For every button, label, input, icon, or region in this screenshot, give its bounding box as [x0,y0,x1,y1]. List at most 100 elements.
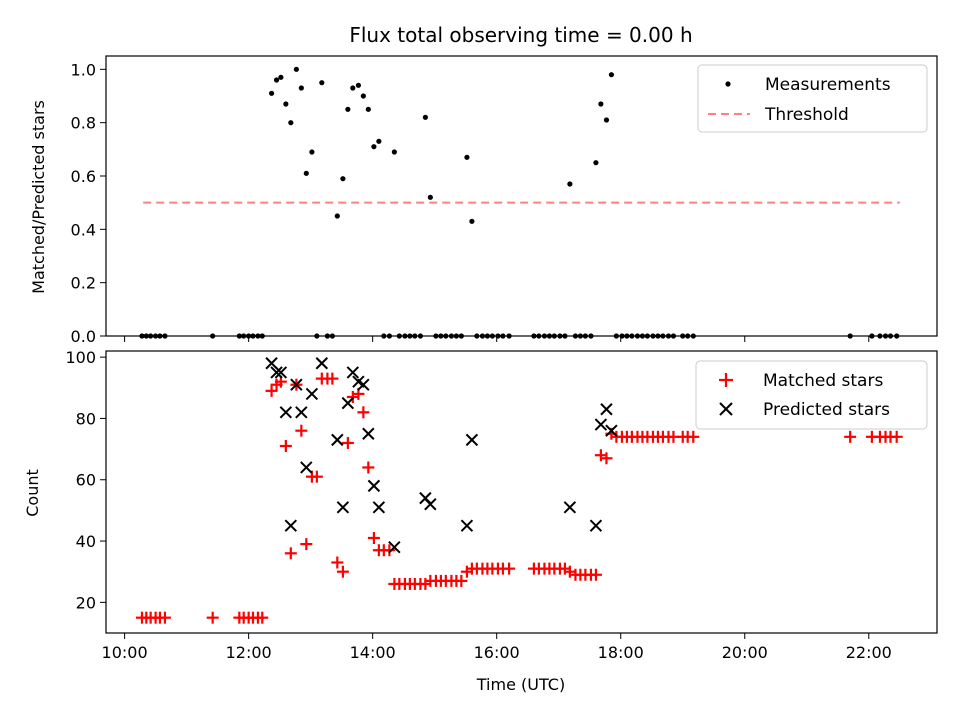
bottom-y-tick-label: 40 [76,532,96,551]
measurement-point [464,154,470,160]
legend-predicted-marker [719,402,733,416]
predicted-star-marker [284,519,298,532]
top-y-tick-label: 0.8 [71,114,96,133]
ratio-panel: Flux total observing time = 0.00 h Match… [29,23,938,346]
matched-star-marker [279,440,292,453]
predicted-stars-markers [265,357,618,554]
chart-title: Flux total observing time = 0.00 h [349,23,692,47]
predicted-star-marker [315,357,329,370]
matched-star-marker [158,611,171,624]
matched-star-marker [310,470,323,483]
matched-star-marker [300,538,313,551]
predicted-star-marker [594,418,608,431]
measurement-point [350,85,356,91]
top-y-ticks: 0.0 0.2 0.4 0.6 0.8 1.0 [71,60,106,346]
measurement-point [309,149,315,155]
measurement-point [422,114,428,120]
measurement-point [273,77,280,83]
predicted-star-marker [300,461,313,474]
matched-star-marker [362,461,375,474]
measurement-point [288,120,294,126]
measurement-point [603,117,610,123]
bottom-x-tick-label: 20:00 [722,643,768,662]
predicted-star-marker [270,366,283,379]
measurement-point [593,160,599,166]
bottom-y-tick-label: 20 [76,593,96,612]
bottom-y-ticks: 20 40 60 80 100 [65,348,106,612]
x-axis-label: Time (UTC) [476,675,565,694]
matched-star-marker [357,406,370,419]
measurement-point [303,170,309,176]
measurement-point [268,90,275,96]
bottom-y-tick-label: 80 [76,409,96,428]
top-y-tick-label: 1.0 [71,60,96,79]
top-y-axis-label: Matched/Predicted stars [29,100,48,294]
legend-matched-label: Matched stars [763,371,883,391]
measurement-point [345,106,351,112]
measurement-point [319,80,325,86]
legend-measurements-marker [725,81,731,87]
bottom-y-tick-label: 60 [76,471,96,490]
matched-star-marker [331,556,344,569]
predicted-star-marker [589,519,603,532]
predicted-star-marker [336,501,350,514]
predicted-star-marker [600,403,613,416]
measurement-point [391,149,397,155]
top-legend: Measurements Threshold [697,64,928,133]
matched-star-marker [455,574,468,587]
bottom-x-tick-label: 16:00 [474,643,520,662]
matched-star-marker [256,611,269,624]
legend-measurements-label: Measurements [765,75,891,95]
matched-star-marker [284,547,297,560]
measurement-point [427,194,433,200]
matched-star-marker [383,544,396,557]
measurement-point [340,176,346,182]
matched-star-marker [844,430,857,443]
measurement-point [293,66,299,72]
measurement-point [469,218,475,224]
bottom-legend: Matched stars Predicted stars [695,360,928,430]
top-legend-box [697,64,928,133]
predicted-star-marker [331,433,344,447]
predicted-star-marker [305,387,319,401]
measurement-point [376,138,382,144]
matched-star-marker [326,372,339,385]
measurement-point [365,106,371,112]
matched-stars-markers [135,372,903,624]
legend-matched-marker [719,373,733,387]
predicted-star-marker [295,406,308,419]
matched-star-marker [206,611,219,624]
bottom-y-axis-label: Count [23,469,42,517]
bottom-axes-frame [105,350,938,634]
predicted-star-marker [274,366,288,379]
predicted-star-marker [424,498,437,511]
predicted-star-marker [605,424,618,437]
measurement-point [371,144,377,150]
predicted-star-marker [290,378,303,391]
predicted-star-marker [460,519,474,532]
measurement-point [283,101,289,107]
top-y-tick-label: 0.2 [71,274,96,293]
measurement-point [360,93,366,99]
bottom-x-tick-label: 12:00 [226,643,272,662]
predicted-star-marker [465,433,479,447]
measurement-point [334,213,340,219]
measurement-point [608,72,615,78]
matched-star-marker [295,424,308,437]
measurement-point [355,82,362,88]
measurement-point [567,181,573,187]
top-y-tick-label: 0.4 [71,220,96,239]
predicted-star-marker [341,396,355,410]
matched-star-marker [341,436,354,449]
predicted-star-marker [362,427,375,440]
top-y-tick-label: 0.0 [71,327,96,346]
legend-predicted-label: Predicted stars [763,400,890,420]
matched-star-marker [589,568,602,581]
matched-star-marker [336,565,349,578]
top-y-tick-label: 0.6 [71,167,96,186]
measurement-point [278,74,284,80]
predicted-star-marker [265,357,278,370]
bottom-legend-box [695,360,928,430]
bottom-x-tick-label: 14:00 [350,643,396,662]
matched-star-marker [265,384,278,397]
